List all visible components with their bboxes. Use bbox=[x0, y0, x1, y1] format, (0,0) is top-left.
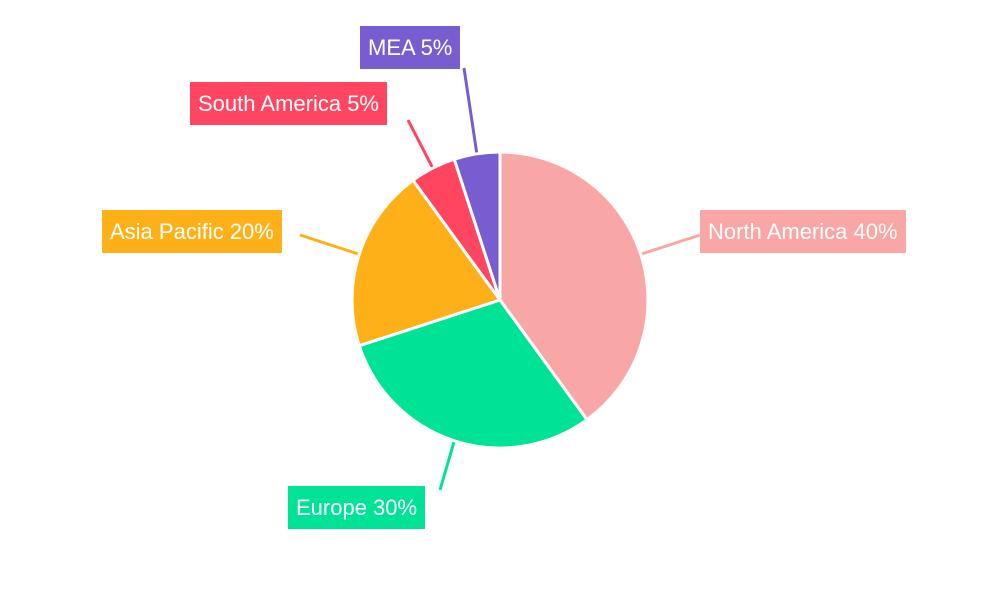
slice-label-europe: Europe 30% bbox=[288, 486, 426, 529]
leader-line-asia-pacific bbox=[299, 233, 362, 257]
leader-line-south-america bbox=[406, 119, 436, 171]
leader-line-europe bbox=[438, 438, 457, 491]
slice-label-south-america: South America 5% bbox=[190, 82, 387, 125]
slice-label-north-america: North America 40% bbox=[700, 210, 906, 253]
pie-slice-europe[interactable] bbox=[357, 298, 590, 450]
leader-line-mea bbox=[462, 67, 479, 157]
slice-label-mea: MEA 5% bbox=[360, 26, 461, 69]
slice-label-asia-pacific: Asia Pacific 20% bbox=[102, 210, 282, 253]
pie-slice-mea[interactable] bbox=[452, 150, 502, 301]
pie-slice-north-america[interactable] bbox=[498, 150, 650, 422]
pie-slice-asia-pacific[interactable] bbox=[350, 178, 503, 348]
leader-line-north-america bbox=[638, 233, 701, 257]
